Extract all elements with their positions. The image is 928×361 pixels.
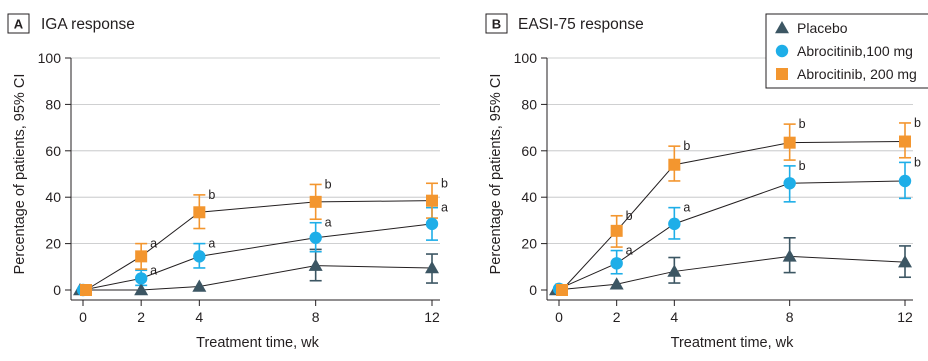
y-tick-label: 100 <box>514 50 538 66</box>
x-axis-label: Treatment time, wk <box>196 335 319 351</box>
x-tick-label: 4 <box>670 309 678 325</box>
y-tick-label: 40 <box>521 189 537 205</box>
legend-marker <box>776 68 788 80</box>
markers-abro100: a a b b <box>552 155 921 296</box>
y-tick-label: 20 <box>521 236 537 252</box>
data-point-placebo <box>898 255 912 268</box>
significance-label: b <box>626 209 633 223</box>
y-tick-label: 100 <box>38 50 62 66</box>
data-point-placebo <box>425 260 439 274</box>
data-point-abro100 <box>668 217 681 231</box>
y-tick-label: 80 <box>521 96 537 112</box>
panel-letter-box <box>7 13 30 34</box>
x-tick-label: 12 <box>897 309 913 325</box>
data-point-abro200 <box>426 194 438 207</box>
data-point-placebo <box>667 264 682 277</box>
data-point-abro100 <box>134 272 148 285</box>
series-line-placebo <box>555 255 906 291</box>
significance-label: a <box>150 237 157 251</box>
significance-label: a <box>208 237 215 251</box>
significance-label: b <box>208 188 215 202</box>
y-tick-label: 20 <box>45 236 61 252</box>
x-tick-label: 0 <box>555 309 563 325</box>
significance-label: b <box>325 177 332 191</box>
significance-label: a <box>626 244 633 258</box>
significance-label: b <box>799 159 806 173</box>
y-tick-label: 40 <box>45 189 61 205</box>
series-line-placebo <box>80 265 433 291</box>
data-point-abro100 <box>425 217 439 231</box>
x-tick-label: 8 <box>786 309 794 325</box>
data-point-abro200 <box>668 158 681 171</box>
data-point-placebo <box>192 279 207 292</box>
significance-label: b <box>441 176 448 190</box>
data-point-abro200 <box>899 135 911 148</box>
panel-letter: A <box>14 17 24 32</box>
legend-label: Placebo <box>797 20 848 36</box>
data-point-abro100 <box>898 174 912 188</box>
series-placebo <box>80 248 438 291</box>
data-point-abro200 <box>135 250 148 263</box>
significance-label: b <box>799 117 806 131</box>
x-tick-label: 0 <box>79 309 87 325</box>
significance-label: a <box>150 263 157 277</box>
data-point-abro100 <box>610 257 623 270</box>
data-point-abro200 <box>193 206 206 219</box>
legend-item-abro200: Abrocitinib, 200 mg <box>776 66 917 82</box>
legend-item-abro100: Abrocitinib,100 mg <box>775 43 913 59</box>
data-point-abro200 <box>80 284 92 296</box>
data-point-abro200 <box>309 195 322 208</box>
legend-label: Abrocitinib,100 mg <box>797 43 913 59</box>
y-tick-label: 60 <box>45 143 61 159</box>
legend-box <box>765 13 928 89</box>
data-point-abro100 <box>193 250 206 263</box>
markers-abro200: b b b b <box>556 116 921 296</box>
data-point-abro200 <box>556 284 568 296</box>
x-tick-label: 2 <box>137 309 145 325</box>
significance-label: b <box>914 116 921 130</box>
x-tick-label: 2 <box>613 309 621 325</box>
markers-abro200: abb b <box>80 176 448 296</box>
legend-marker <box>775 21 789 34</box>
y-axis-label: Percentage of patients, 95% CI <box>488 74 504 275</box>
y-axis-label: Percentage of patients, 95% CI <box>12 74 28 275</box>
data-point-placebo <box>134 283 149 296</box>
data-point-abro200 <box>783 136 796 149</box>
data-point-placebo <box>308 258 323 271</box>
legend-item-placebo: Placebo <box>775 20 848 36</box>
significance-label: a <box>683 201 690 215</box>
y-tick-label: 0 <box>529 282 537 298</box>
x-tick-label: 12 <box>424 309 440 325</box>
data-point-abro200 <box>610 224 623 237</box>
y-tick-label: 60 <box>521 143 537 159</box>
significance-label: b <box>914 155 921 169</box>
markers-placebo <box>549 249 912 296</box>
data-point-abro100 <box>783 177 796 190</box>
x-axis-label: Treatment time, wk <box>671 335 794 351</box>
significance-label: a <box>325 216 332 230</box>
x-tick-label: 4 <box>195 309 203 325</box>
data-point-placebo <box>609 277 624 290</box>
y-tick-label: 80 <box>45 96 61 112</box>
panel-letter-box <box>485 13 508 34</box>
significance-label: b <box>683 139 690 153</box>
legend: Placebo Abrocitinib,100 mg Abrocitinib, 20… <box>765 13 928 89</box>
data-point-abro100 <box>309 231 322 244</box>
data-point-placebo <box>782 249 797 262</box>
series-placebo <box>555 237 911 291</box>
legend-marker <box>775 44 789 58</box>
significance-label: a <box>441 201 448 215</box>
panel-title: IGA response <box>41 16 135 33</box>
x-tick-label: 8 <box>312 309 320 325</box>
panel-title: EASI-75 response <box>518 16 644 33</box>
panel-letter: B <box>492 17 501 32</box>
legend-label: Abrocitinib, 200 mg <box>797 66 917 82</box>
panel-b: B EASI-75 response020406080100Percentage … <box>485 13 921 351</box>
y-tick-label: 0 <box>53 282 61 298</box>
